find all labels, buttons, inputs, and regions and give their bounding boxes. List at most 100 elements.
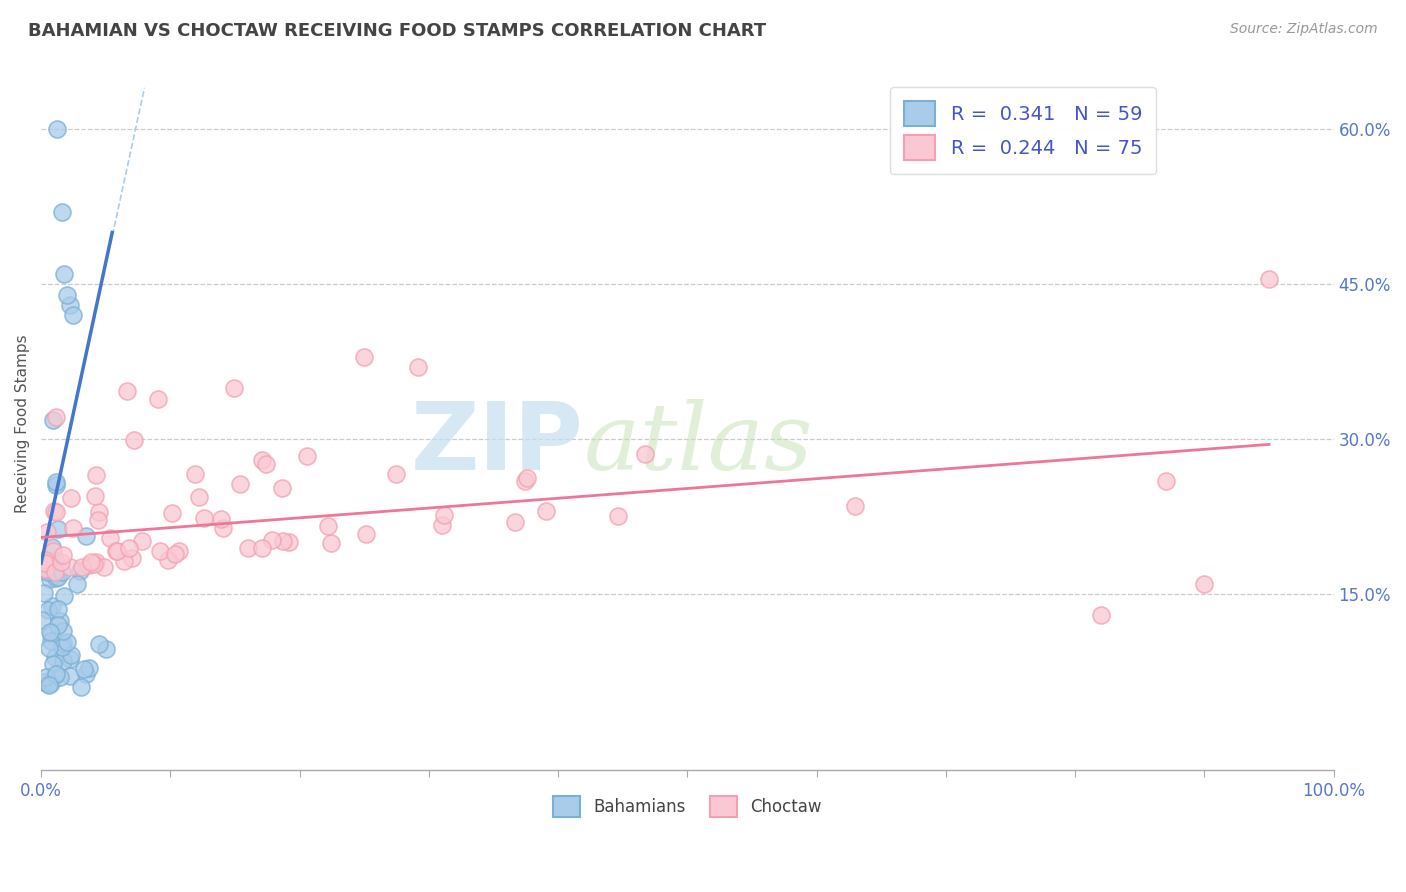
- Point: [250, 541, 273, 555]
- Point: [39, 627, 62, 641]
- Point: [118, 541, 141, 555]
- Point: [39, 565, 62, 579]
- Point: [73, 662, 96, 676]
- Point: [515, 474, 537, 488]
- Point: [41, 599, 63, 613]
- Point: [44, 565, 66, 579]
- Point: [80, 555, 103, 569]
- Point: [503, 516, 526, 530]
- Point: [52, 548, 75, 562]
- Point: [87, 505, 110, 519]
- Point: [34, 552, 56, 566]
- Point: [105, 543, 128, 558]
- Point: [45, 122, 67, 136]
- Point: [52, 635, 75, 649]
- Point: [37, 556, 59, 570]
- Point: [37, 602, 59, 616]
- Point: [51, 204, 73, 219]
- Point: [1194, 577, 1216, 591]
- Point: [52, 624, 75, 638]
- Point: [86, 513, 108, 527]
- Point: [1258, 272, 1281, 286]
- Point: [534, 504, 557, 518]
- Point: [46, 618, 69, 632]
- Point: [406, 359, 429, 374]
- Point: [84, 555, 107, 569]
- Point: [60, 491, 83, 505]
- Point: [45, 409, 67, 424]
- Point: [149, 544, 172, 558]
- Point: [433, 508, 456, 523]
- Point: [59, 652, 82, 666]
- Point: [254, 457, 277, 471]
- Text: BAHAMIAN VS CHOCTAW RECEIVING FOOD STAMPS CORRELATION CHART: BAHAMIAN VS CHOCTAW RECEIVING FOOD STAMP…: [28, 22, 766, 40]
- Point: [49, 670, 72, 684]
- Point: [148, 392, 170, 407]
- Point: [44, 553, 66, 567]
- Point: [844, 500, 866, 514]
- Point: [93, 559, 115, 574]
- Point: [238, 541, 260, 556]
- Point: [39, 676, 62, 690]
- Point: [353, 350, 375, 364]
- Point: [122, 434, 145, 448]
- Point: [45, 571, 67, 585]
- Point: [42, 559, 65, 574]
- Point: [38, 640, 60, 655]
- Point: [51, 640, 73, 654]
- Point: [51, 555, 73, 569]
- Point: [39, 573, 62, 587]
- Point: [69, 564, 91, 578]
- Point: [385, 467, 408, 481]
- Point: [35, 670, 58, 684]
- Point: [39, 625, 62, 640]
- Point: [75, 529, 97, 543]
- Point: [37, 565, 59, 579]
- Point: [44, 649, 66, 664]
- Point: [222, 381, 245, 395]
- Point: [70, 680, 93, 694]
- Point: [56, 287, 79, 301]
- Point: [75, 667, 97, 681]
- Point: [45, 666, 67, 681]
- Point: [77, 661, 100, 675]
- Point: [271, 534, 294, 549]
- Point: [37, 525, 59, 540]
- Point: [84, 468, 107, 483]
- Point: [34, 561, 56, 575]
- Point: [165, 547, 187, 561]
- Point: [160, 506, 183, 520]
- Point: [45, 477, 67, 491]
- Point: [62, 308, 84, 322]
- Point: [184, 467, 207, 481]
- Point: [52, 589, 75, 603]
- Point: [41, 540, 63, 554]
- Point: [297, 449, 319, 463]
- Point: [45, 475, 67, 489]
- Point: [229, 476, 252, 491]
- Point: [319, 536, 342, 550]
- Point: [51, 565, 73, 579]
- Point: [70, 559, 93, 574]
- Point: [46, 602, 69, 616]
- Point: [104, 544, 127, 558]
- Point: [42, 544, 65, 558]
- Y-axis label: Receiving Food Stamps: Receiving Food Stamps: [15, 334, 30, 513]
- Point: [84, 489, 107, 503]
- Point: [49, 614, 72, 628]
- Point: [58, 298, 80, 312]
- Point: [34, 556, 56, 570]
- Point: [56, 635, 79, 649]
- Point: [77, 558, 100, 573]
- Point: [37, 677, 59, 691]
- Point: [193, 511, 215, 525]
- Legend: Bahamians, Choctaw: Bahamians, Choctaw: [547, 789, 828, 824]
- Point: [278, 535, 301, 549]
- Point: [115, 384, 138, 399]
- Point: [156, 553, 179, 567]
- Point: [212, 521, 235, 535]
- Point: [209, 512, 232, 526]
- Point: [66, 577, 89, 591]
- Point: [31, 613, 53, 627]
- Point: [271, 482, 294, 496]
